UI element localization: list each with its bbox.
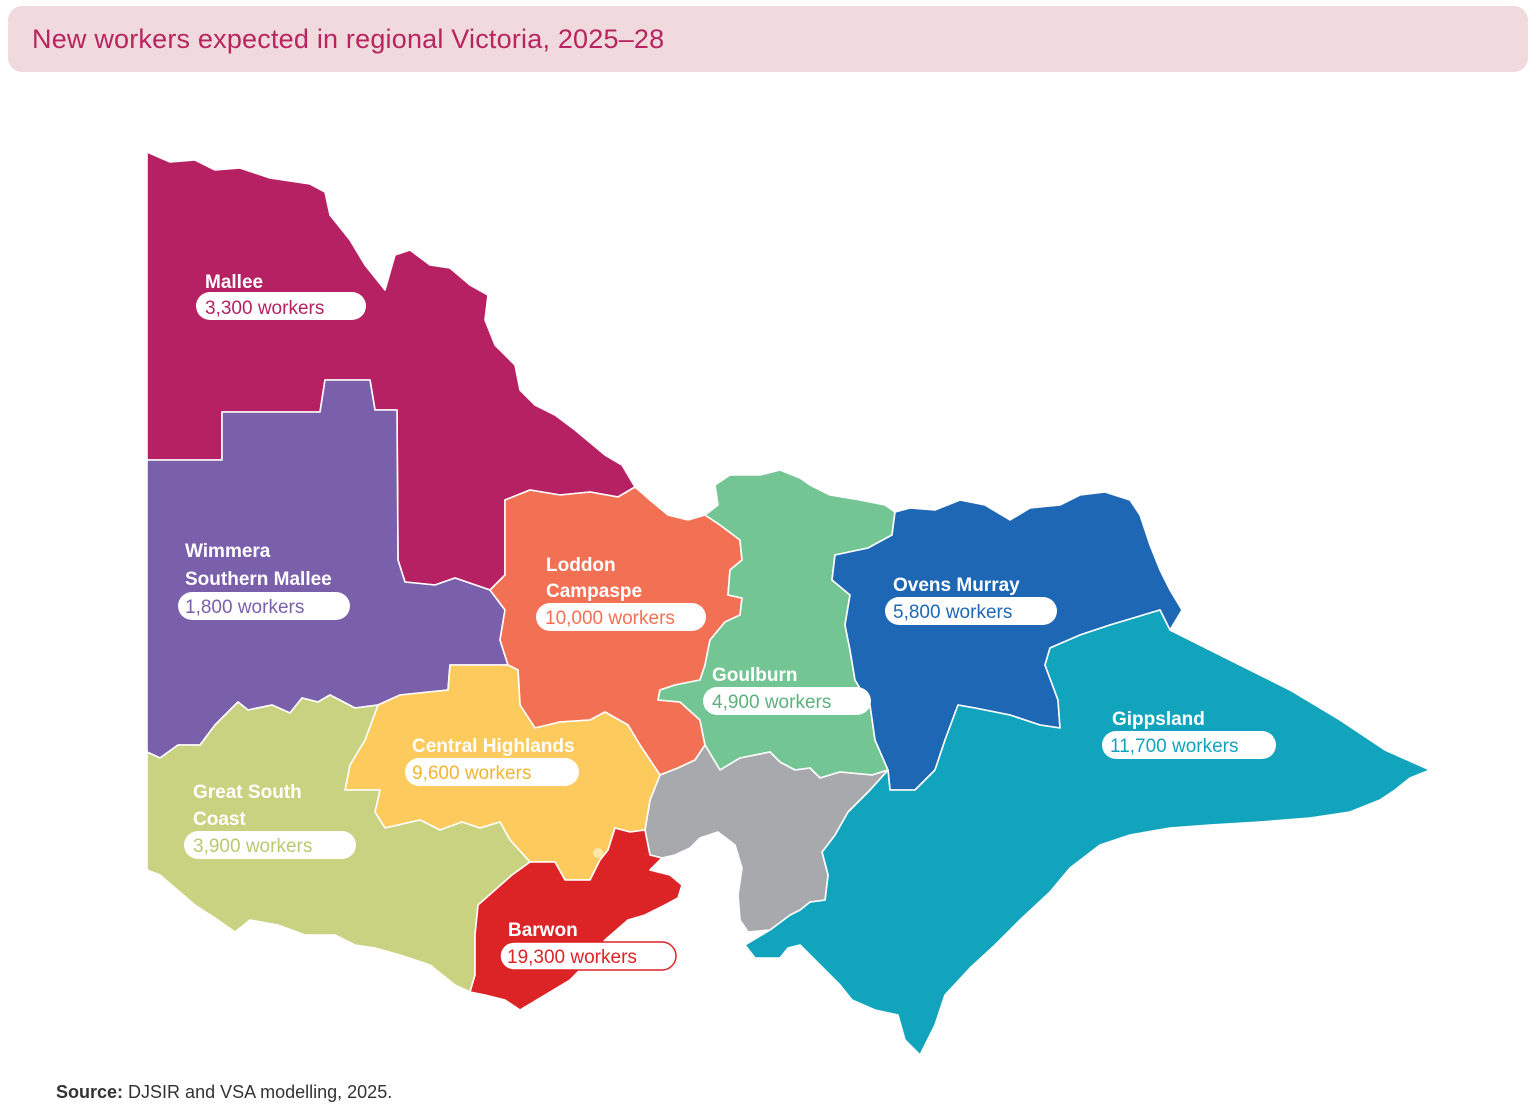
workers-count-loddon: 10,000 workers (545, 608, 675, 629)
page-title: New workers expected in regional Victori… (32, 24, 665, 54)
town-marker-dot (593, 848, 603, 858)
workers-count-mallee: 3,300 workers (205, 298, 324, 319)
workers-pill-bg (885, 597, 1057, 625)
region-name-barwon: Barwon (508, 920, 578, 941)
region-name-wimmera-line2: Southern Mallee (185, 569, 332, 590)
workers-count-ovens: 5,800 workers (893, 602, 1012, 623)
workers-pill-bg (499, 941, 677, 971)
region-name-loddon-line2: Campaspe (546, 581, 642, 602)
workers-pill-bg (196, 292, 366, 320)
region-gippsland (744, 609, 1431, 1056)
region-metro (644, 744, 889, 933)
region-name-greatsouth-line1: Great South (193, 782, 302, 803)
workers-count-greatsouth: 3,900 workers (193, 836, 312, 857)
label-gippsland: Gippsland 11,700 workers (1102, 709, 1276, 759)
region-name-mallee: Mallee (205, 272, 263, 293)
workers-count-central: 9,600 workers (412, 763, 531, 784)
workers-count-barwon: 19,300 workers (507, 947, 637, 968)
label-greatsouth: Great South Coast 3,900 workers (184, 782, 356, 859)
label-goulburn: Goulburn 4,900 workers (703, 665, 871, 715)
workers-pill-bg (405, 758, 579, 786)
region-name-gippsland: Gippsland (1112, 709, 1205, 730)
label-ovens: Ovens Murray 5,800 workers (885, 575, 1057, 625)
label-barwon: Barwon 19,300 workers (499, 920, 677, 971)
region-name-greatsouth-line2: Coast (193, 809, 246, 830)
workers-pill-bg (703, 687, 871, 715)
label-mallee: Mallee 3,300 workers (196, 272, 366, 320)
label-loddon: Loddon Campaspe 10,000 workers (536, 555, 706, 631)
region-name-wimmera-line1: Wimmera (185, 541, 271, 562)
source-text: DJSIR and VSA modelling, 2025. (128, 1082, 393, 1102)
workers-pill-bg (1102, 731, 1276, 759)
workers-count-gippsland: 11,700 workers (1110, 736, 1239, 757)
region-name-ovens: Ovens Murray (893, 575, 1020, 596)
source-label: Source: (56, 1082, 124, 1102)
region-name-goulburn: Goulburn (712, 665, 797, 686)
region-name-central: Central Highlands (412, 736, 575, 757)
workers-pill-bg (536, 603, 706, 631)
workers-pill-bg (184, 831, 356, 859)
workers-pill-bg (178, 592, 350, 620)
label-central: Central Highlands 9,600 workers (405, 736, 579, 786)
title-banner: New workers expected in regional Victori… (8, 6, 1528, 72)
source-note: Source: DJSIR and VSA modelling, 2025. (56, 1082, 392, 1103)
label-wimmera: Wimmera Southern Mallee 1,800 workers (178, 541, 350, 620)
region-name-loddon-line1: Loddon (546, 555, 616, 576)
workers-count-wimmera: 1,800 workers (185, 597, 304, 618)
workers-count-goulburn: 4,900 workers (712, 692, 831, 713)
